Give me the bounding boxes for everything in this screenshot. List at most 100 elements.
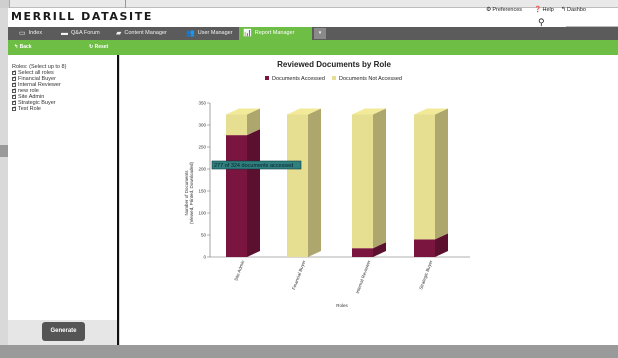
- chart-icon: 📊: [243, 30, 252, 37]
- legend-label-not-accessed: Documents Not Accessed: [339, 76, 402, 82]
- y-tick-label: 300: [198, 123, 206, 128]
- role-checkbox[interactable]: Internal Reviewer: [12, 81, 61, 88]
- role-label: Strategic Buyer: [18, 100, 56, 106]
- y-axis-title-line-2: (Viewed, Printed, Downloaded): [189, 162, 194, 224]
- reset-label: Reset: [94, 44, 109, 50]
- generate-button[interactable]: Generate: [42, 322, 85, 341]
- y-tick-label: 100: [198, 211, 206, 216]
- roles-header: Roles: (Select up to 8): [12, 64, 67, 70]
- bar-front-not-accessed: [414, 114, 435, 240]
- search-input[interactable]: [566, 26, 618, 27]
- y-tick-label: 200: [198, 167, 206, 172]
- y-tick-label: 0: [203, 255, 206, 260]
- legend-swatch-not-accessed: [332, 76, 336, 80]
- bar-front-not-accessed: [287, 114, 308, 257]
- role-label: Internal Reviewer: [18, 82, 61, 88]
- tab-content-manager-label: Content Manager: [124, 30, 167, 36]
- top-strip: [0, 0, 618, 8]
- bottom-bar: [0, 345, 618, 358]
- checkbox[interactable]: [12, 99, 17, 105]
- bar-top-face: [352, 108, 386, 115]
- role-label: Site Admin: [18, 94, 45, 100]
- checkbox[interactable]: [12, 81, 17, 87]
- x-tick-label: Strategic Buyer: [418, 259, 433, 290]
- role-checkbox[interactable]: Test Role: [12, 105, 41, 112]
- y-tick-label: 250: [198, 145, 206, 150]
- legend-label-accessed: Documents Accessed: [272, 76, 325, 82]
- back-icon: ↰: [14, 44, 20, 50]
- role-checkbox[interactable]: new role: [12, 87, 39, 94]
- search-icon[interactable]: ⚲: [538, 17, 545, 27]
- role-checkbox[interactable]: Strategic Buyer: [12, 99, 56, 106]
- tab-report-manager[interactable]: 📊 Report Manager: [239, 27, 312, 40]
- role-checkbox[interactable]: Site Admin: [12, 93, 45, 100]
- chart-title: Reviewed Documents by Role: [277, 60, 391, 69]
- chat-icon: ▬: [61, 30, 68, 37]
- help-icon: ❓: [534, 7, 542, 13]
- more-tabs-button[interactable]: ▾: [314, 28, 326, 39]
- top-strip-divider: [125, 0, 126, 8]
- main-nav: ▭ Index ▬ Q&A Forum ▰ Content Manager 👥 User…: [8, 27, 618, 40]
- role-label: new role: [18, 88, 39, 94]
- tab-qa-forum[interactable]: ▬ Q&A Forum: [57, 27, 109, 40]
- y-tick-label: 350: [198, 101, 206, 106]
- y-tick-label: 150: [198, 189, 206, 194]
- role-label: Financial Buyer: [18, 76, 56, 82]
- checkbox[interactable]: [12, 87, 17, 93]
- checkbox[interactable]: [12, 93, 17, 99]
- checkbox[interactable]: [12, 69, 17, 75]
- reset-button[interactable]: ↻ Reset: [89, 44, 108, 50]
- bar-front-accessed: [352, 248, 373, 257]
- help-label: Help: [542, 7, 554, 13]
- bar-side-not-accessed: [435, 108, 448, 240]
- checkbox[interactable]: [12, 75, 17, 81]
- y-axis-title-line-1: Number of Documents: [184, 170, 189, 216]
- dashboard-label: Dashbo: [567, 7, 586, 13]
- tab-content-manager[interactable]: ▰ Content Manager: [112, 27, 180, 40]
- help-link[interactable]: ❓Help: [534, 6, 554, 13]
- preferences-link[interactable]: ⚙Preferences: [486, 6, 522, 13]
- bar-side-accessed: [435, 233, 448, 257]
- x-tick-label: Internal Reviewer: [355, 259, 372, 294]
- chart-tooltip: 277 of 324 documents accessed: [211, 160, 302, 170]
- header: MERRILL DATASITE: [8, 8, 618, 27]
- tooltip-text: 277 of 324 documents accessed: [214, 163, 293, 169]
- back-button[interactable]: ↰ Back: [14, 44, 32, 50]
- bar-side-not-accessed: [247, 108, 260, 136]
- x-tick-label: Financial Buyer: [291, 259, 306, 290]
- bar-side-not-accessed: [308, 108, 321, 257]
- dashboard-link[interactable]: ↰Dashbo: [561, 6, 586, 13]
- x-tick-label: Site Admin: [233, 259, 245, 281]
- role-checkbox[interactable]: Select all roles: [12, 69, 54, 76]
- tab-user-manager[interactable]: 👥 User Manager: [182, 27, 238, 40]
- bar-front-not-accessed: [226, 114, 247, 136]
- bar-side-accessed: [247, 129, 260, 257]
- bar-front-accessed: [226, 135, 247, 257]
- toolbar: ↰ Back ↻ Reset: [8, 40, 618, 55]
- left-edge-tab: [0, 145, 8, 157]
- role-label: Select all roles: [18, 70, 54, 76]
- folder-icon: ▰: [116, 30, 122, 37]
- roles-sidebar: Roles: (Select up to 8) Select all roles…: [8, 55, 119, 345]
- bar-top-face: [287, 108, 321, 115]
- role-label: Test Role: [18, 106, 41, 112]
- gear-icon: ⚙: [486, 7, 492, 13]
- back-arrow-icon: ↰: [561, 7, 567, 13]
- x-axis-title: Roles: [336, 303, 348, 308]
- role-checkbox[interactable]: Financial Buyer: [12, 75, 56, 82]
- bar-front-accessed: [414, 239, 435, 257]
- bar-top-face: [414, 108, 448, 115]
- report-panel: Reviewed Documents by Role Documents Acc…: [120, 55, 618, 345]
- tab-index[interactable]: ▭ Index: [15, 27, 53, 40]
- checkbox[interactable]: [12, 105, 17, 111]
- chart-plot: 0 50 100 150 200 250 300 350 Site Admin Financial…: [198, 101, 470, 294]
- reviewed-documents-chart: Reviewed Documents by Role Documents Acc…: [184, 60, 470, 308]
- bar-front-not-accessed: [352, 114, 373, 249]
- tab-qa-forum-label: Q&A Forum: [71, 30, 100, 36]
- bar-side-not-accessed: [373, 108, 386, 249]
- legend-swatch-accessed: [265, 76, 269, 80]
- reset-icon: ↻: [89, 44, 95, 50]
- tooltip-box: [211, 160, 302, 170]
- back-label: Back: [19, 44, 32, 50]
- tab-user-manager-label: User Manager: [197, 30, 233, 36]
